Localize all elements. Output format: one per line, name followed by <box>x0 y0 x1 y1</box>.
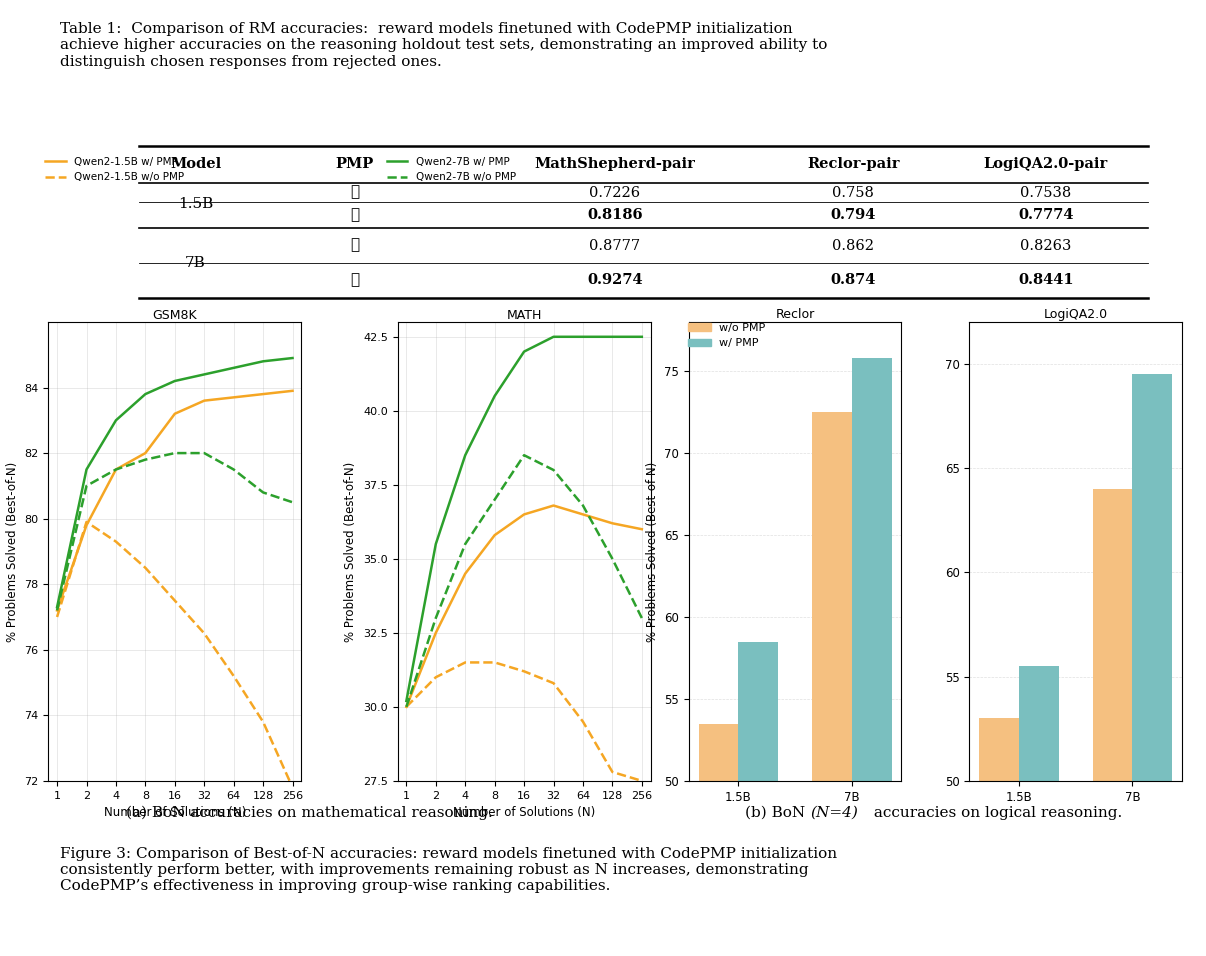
Y-axis label: % Problems Solved (Best-of-N): % Problems Solved (Best-of-N) <box>345 462 357 641</box>
Text: ✗: ✗ <box>350 185 359 200</box>
Text: LogiQA2.0-pair: LogiQA2.0-pair <box>984 158 1108 171</box>
Text: 0.7774: 0.7774 <box>1018 208 1073 222</box>
Title: LogiQA2.0: LogiQA2.0 <box>1043 308 1108 321</box>
Bar <box>979 718 1019 956</box>
Text: 0.7538: 0.7538 <box>1020 185 1071 200</box>
Text: Model: Model <box>170 158 221 171</box>
Legend: Qwen2-7B w/ PMP, Qwen2-7B w/o PMP: Qwen2-7B w/ PMP, Qwen2-7B w/o PMP <box>382 153 520 186</box>
Text: 0.862: 0.862 <box>832 238 874 252</box>
Text: 0.758: 0.758 <box>832 185 874 200</box>
Text: 0.7226: 0.7226 <box>590 185 640 200</box>
Text: Reclor-pair: Reclor-pair <box>807 158 900 171</box>
Text: 0.9274: 0.9274 <box>587 273 643 288</box>
Text: MathShepherd-pair: MathShepherd-pair <box>534 158 696 171</box>
Text: Table 1:  Comparison of RM accuracies:  reward models finetuned with CodePMP ini: Table 1: Comparison of RM accuracies: re… <box>59 22 827 69</box>
Text: (N=4): (N=4) <box>810 806 857 820</box>
Text: ✓: ✓ <box>350 208 359 222</box>
Text: ✓: ✓ <box>350 273 359 288</box>
Title: GSM8K: GSM8K <box>152 309 197 322</box>
Text: 0.8263: 0.8263 <box>1020 238 1071 252</box>
Text: PMP: PMP <box>335 158 374 171</box>
Text: 0.794: 0.794 <box>831 208 876 222</box>
Text: 0.874: 0.874 <box>831 273 876 288</box>
Text: 0.8777: 0.8777 <box>590 238 640 252</box>
Y-axis label: % Problems Solved (Best-of-N): % Problems Solved (Best-of-N) <box>646 462 658 641</box>
Y-axis label: % Problems Solved (Best-of-N): % Problems Solved (Best-of-N) <box>6 462 19 641</box>
Legend: w/o PMP, w/ PMP: w/o PMP, w/ PMP <box>684 318 771 353</box>
Text: ✗: ✗ <box>350 238 359 252</box>
Text: 0.8186: 0.8186 <box>587 208 643 222</box>
Legend: Qwen2-1.5B w/ PMP, Qwen2-1.5B w/o PMP: Qwen2-1.5B w/ PMP, Qwen2-1.5B w/o PMP <box>41 153 188 186</box>
Bar <box>1019 666 1059 956</box>
Text: 0.8441: 0.8441 <box>1018 273 1073 288</box>
Text: 1.5B: 1.5B <box>178 197 213 211</box>
Text: (b) BoN: (b) BoN <box>745 806 810 820</box>
Title: Reclor: Reclor <box>775 308 815 321</box>
Text: Figure 3: Comparison of Best-of-N accuracies: reward models finetuned with CodeP: Figure 3: Comparison of Best-of-N accura… <box>59 847 837 893</box>
Bar <box>851 358 891 956</box>
X-axis label: Number of Solutions (N): Number of Solutions (N) <box>453 806 596 819</box>
Bar <box>1132 374 1172 956</box>
X-axis label: Number of Solutions (N): Number of Solutions (N) <box>104 806 246 819</box>
Bar <box>813 412 851 956</box>
Text: 7B: 7B <box>186 256 206 270</box>
Title: MATH: MATH <box>507 309 541 322</box>
Bar <box>698 724 738 956</box>
Text: accuracies on logical reasoning.: accuracies on logical reasoning. <box>870 806 1123 820</box>
Bar <box>738 641 778 956</box>
Bar <box>1093 489 1132 956</box>
Text: (a) BoN accuracies on mathematical reasoning.: (a) BoN accuracies on mathematical reaso… <box>125 806 492 820</box>
